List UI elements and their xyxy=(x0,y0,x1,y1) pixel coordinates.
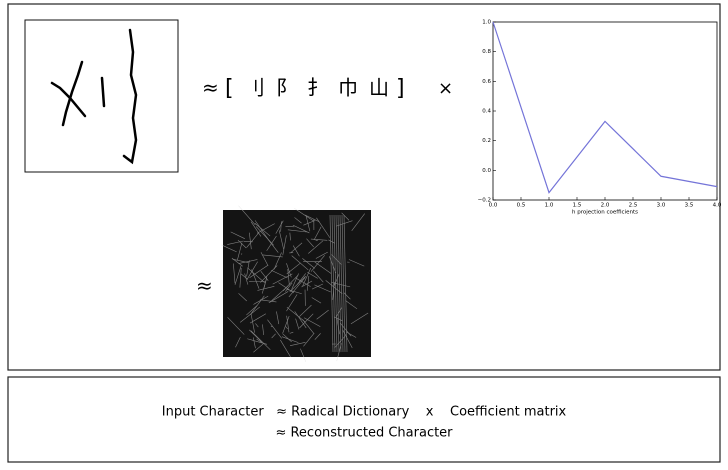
x-axis-label: h projection coefficients xyxy=(572,210,638,216)
y-tick-label: 0.2 xyxy=(482,138,491,144)
x-tick-label: 2.0 xyxy=(601,203,610,209)
input-character-box xyxy=(25,20,178,172)
y-tick-label: 0.0 xyxy=(482,168,491,174)
radical: 巾 xyxy=(338,76,358,100)
bracket: [ xyxy=(225,76,234,101)
x-tick-label: 0.5 xyxy=(517,203,526,209)
plot-area xyxy=(493,22,717,200)
caption-box xyxy=(8,377,720,462)
x-tick-label: 1.5 xyxy=(573,203,582,209)
y-tick-label: 0.8 xyxy=(482,49,491,55)
reconstructed-character xyxy=(223,210,371,357)
caption-line: ≈ Reconstructed Character xyxy=(275,426,453,441)
radical: 刂 xyxy=(245,76,265,100)
x-tick-label: 0.0 xyxy=(489,203,498,209)
x-tick-label: 1.0 xyxy=(545,203,554,209)
caption-line: Input Character ≈ Radical Dictionary x C… xyxy=(162,405,567,420)
radical: 扌 xyxy=(307,76,327,100)
x-tick-label: 2.5 xyxy=(629,203,638,209)
times: × xyxy=(438,78,453,99)
x-tick-label: 3.0 xyxy=(657,203,666,209)
radical: 山 xyxy=(369,76,389,100)
x-tick-label: 4.0 xyxy=(713,203,722,209)
y-tick-label: 1.0 xyxy=(482,20,491,26)
y-tick-label: 0.6 xyxy=(482,79,491,85)
x-tick-label: 3.5 xyxy=(685,203,694,209)
radical: 阝 xyxy=(276,76,296,100)
bracket: ] xyxy=(396,76,405,101)
approx: ≈ xyxy=(196,274,213,298)
radical-dictionary: 刂阝扌巾山 xyxy=(245,76,389,100)
y-tick-label: 0.4 xyxy=(482,109,491,115)
approx: ≈ xyxy=(202,76,219,100)
